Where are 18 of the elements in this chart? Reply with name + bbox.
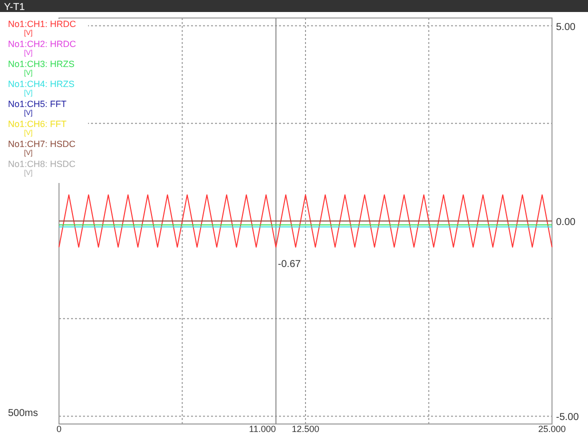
ref-line-label: 11.000 <box>249 424 276 434</box>
x-tick-label: 25.000 <box>538 424 566 434</box>
legend-label: No1:CH6: FFT <box>8 119 68 129</box>
x-tick-label: 12.500 <box>292 424 320 434</box>
legend-label: No1:CH8: HSDC <box>8 159 76 169</box>
chart-title: Y-T1 <box>4 2 26 13</box>
text: No1:CH4: HRZS <box>8 79 75 89</box>
y-tick-label: 5.00 <box>556 22 576 33</box>
text: No1:CH3: HRZS <box>8 59 75 69</box>
y-tick-label: 0.00 <box>556 217 576 228</box>
legend-label: No1:CH5: FFT <box>8 99 68 109</box>
x-tick-label: 0 <box>56 424 62 434</box>
text: No1:CH1: HRDC <box>8 19 77 29</box>
text: 500ms <box>8 408 38 419</box>
y-tick-label: -5.00 <box>556 412 580 424</box>
annotation: -0.67 <box>278 259 302 270</box>
legend-label: No1:CH2: HRDC <box>8 39 77 49</box>
text: No1:CH7: HSDC <box>8 139 76 149</box>
